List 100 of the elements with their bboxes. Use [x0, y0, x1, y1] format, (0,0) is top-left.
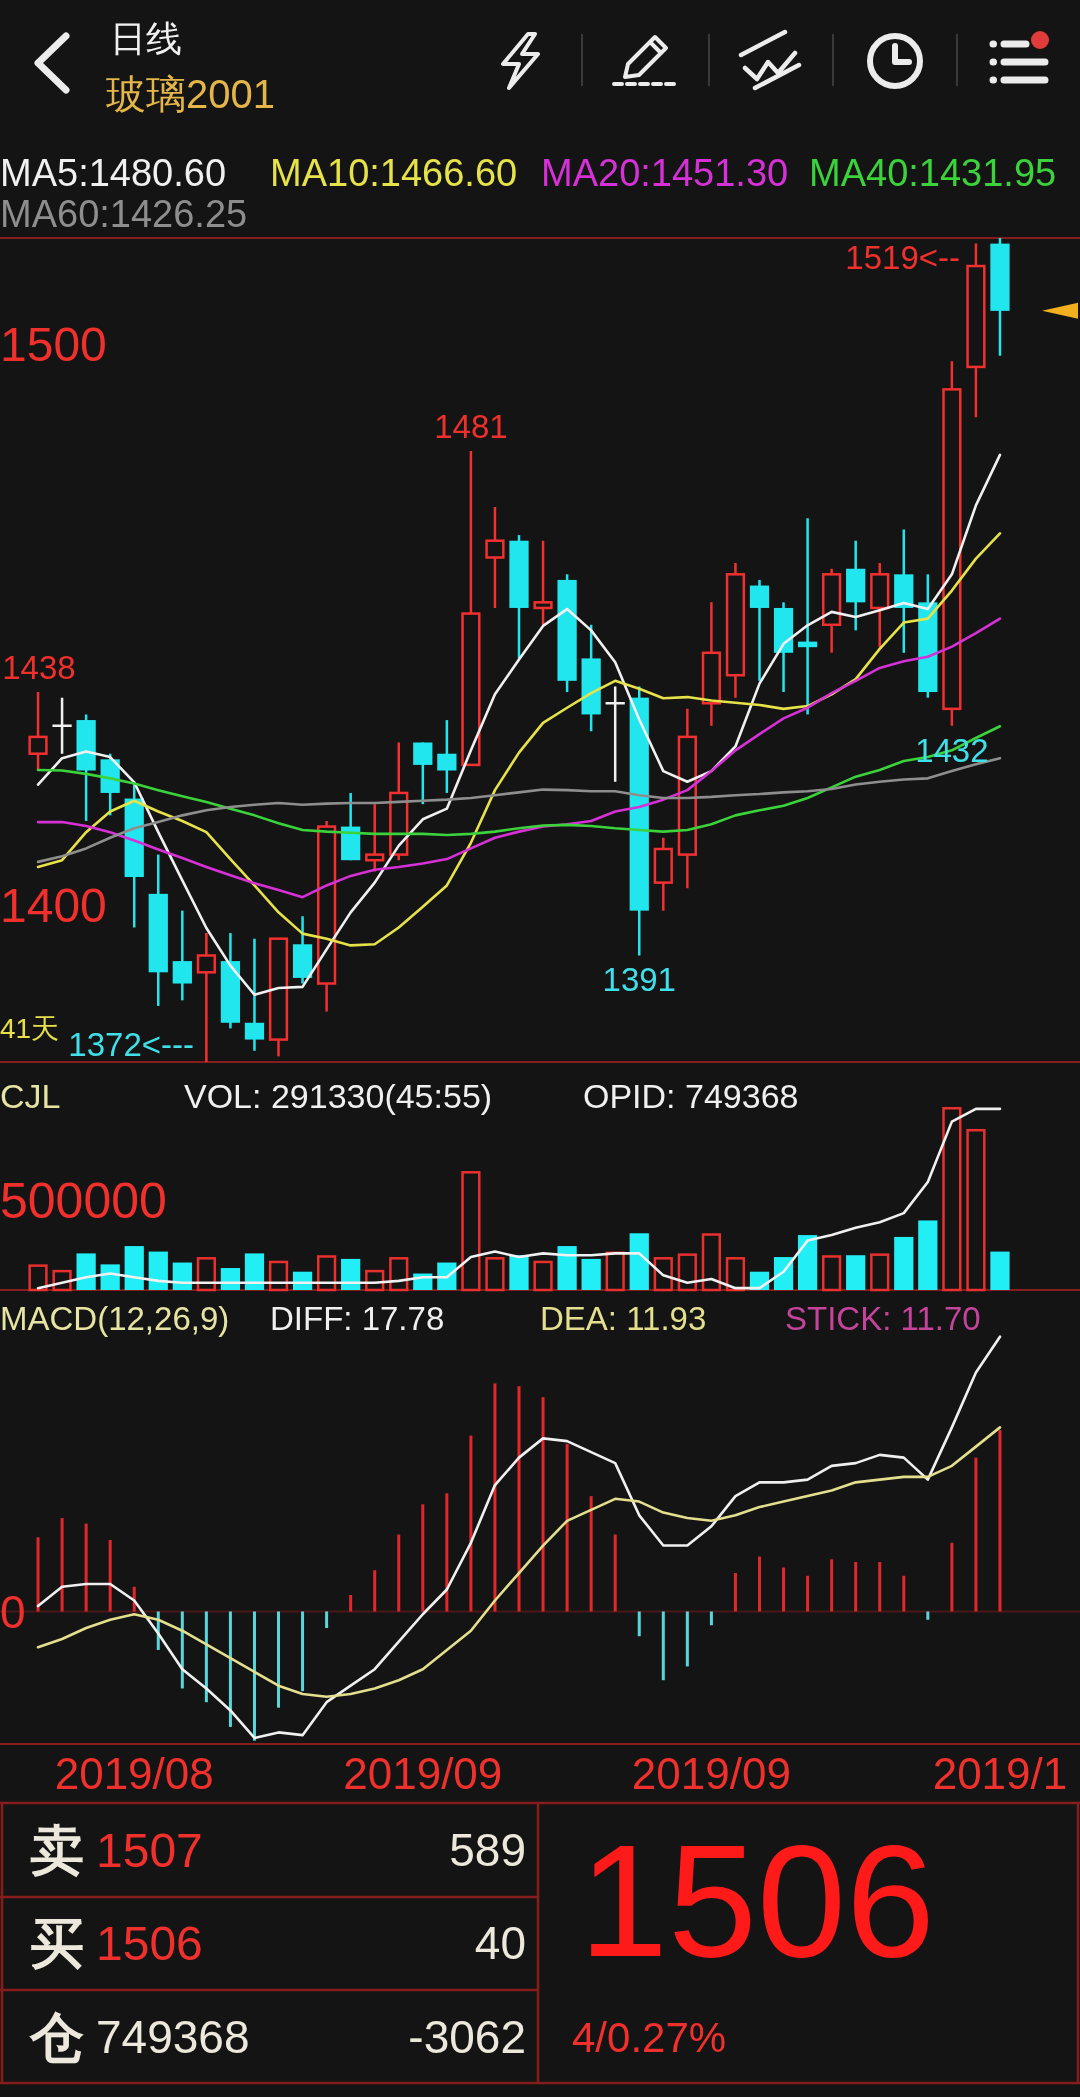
- candlestick: [28, 690, 48, 772]
- bar: [950, 1542, 954, 1612]
- bar: [196, 1257, 216, 1292]
- chart-subtitle: 玻璃2001: [106, 72, 275, 116]
- bar: [124, 1246, 144, 1290]
- bar: [509, 1255, 529, 1290]
- annotation: 1438: [2, 649, 76, 687]
- bar: [60, 1518, 64, 1612]
- bar: [846, 1255, 866, 1290]
- bar: [677, 1253, 697, 1292]
- bar: [701, 1233, 722, 1292]
- bar: [252, 1611, 256, 1741]
- candlestick: [413, 741, 433, 806]
- text: MA5:1480.60: [0, 152, 227, 194]
- bar: [565, 1443, 569, 1612]
- candlestick: [870, 561, 890, 649]
- candlestick: [966, 242, 986, 419]
- bar: [581, 1258, 601, 1290]
- candlestick: [749, 578, 770, 683]
- text: -3062: [408, 2011, 526, 2063]
- candlestick: [196, 931, 216, 1064]
- candlestick: [822, 567, 842, 655]
- bar: [228, 1611, 232, 1727]
- chart-subtitle: VOL: 291330(45:55): [184, 1077, 493, 1115]
- bar: [108, 1540, 112, 1612]
- text: 买: [30, 1913, 84, 1973]
- bar: [966, 1128, 986, 1292]
- candlestick: [51, 696, 73, 755]
- text: 1507: [96, 1823, 203, 1877]
- bar: [725, 1257, 746, 1292]
- bar: [589, 1496, 593, 1612]
- bar: [493, 1383, 497, 1612]
- bar: [316, 1255, 337, 1292]
- bar: [878, 1562, 882, 1612]
- bar: [445, 1493, 449, 1612]
- bar: [301, 1611, 305, 1692]
- candlestick: [942, 360, 962, 727]
- text: 4/0.27%: [572, 2013, 727, 2061]
- bar: [926, 1611, 930, 1620]
- bar: [661, 1611, 665, 1681]
- bar: [349, 1595, 353, 1612]
- bar: [806, 1575, 810, 1612]
- bar: [830, 1559, 834, 1612]
- bar: [277, 1611, 281, 1708]
- bar: [244, 1253, 265, 1290]
- bar: [76, 1253, 96, 1290]
- bar: [421, 1504, 425, 1612]
- bar: [325, 1611, 329, 1628]
- bar: [397, 1534, 401, 1612]
- bar: [469, 1435, 473, 1612]
- bar: [605, 1251, 625, 1292]
- bar: [204, 1611, 208, 1703]
- bar: [84, 1523, 88, 1612]
- bar: [918, 1220, 938, 1290]
- bar: [629, 1233, 649, 1290]
- bar: [461, 1171, 481, 1292]
- text: 1506: [96, 1916, 203, 1970]
- candlestick: [316, 819, 337, 1013]
- candlestick: [172, 909, 192, 1002]
- chart-title: MACD(12,26,9): [0, 1299, 230, 1337]
- bar: [637, 1611, 641, 1637]
- bar: [28, 1264, 48, 1292]
- bar: [974, 1457, 978, 1612]
- candlestick: [725, 561, 746, 699]
- bar: [485, 1257, 505, 1292]
- annotation: 41天: [0, 1012, 60, 1044]
- bar: [180, 1611, 184, 1689]
- bar: [870, 1253, 890, 1292]
- text: 749368: [96, 2011, 250, 2063]
- bar: [389, 1257, 409, 1292]
- text: 卖: [30, 1820, 84, 1880]
- candlestick: [653, 836, 673, 912]
- x-tick-label: 2019/1: [932, 1748, 1068, 1798]
- text: 0: [0, 1585, 26, 1638]
- candlestick: [677, 707, 697, 890]
- bar: [709, 1611, 713, 1626]
- line-series: [36, 724, 1002, 837]
- bar: [36, 1537, 40, 1612]
- text: STICK: 11.70: [785, 1299, 981, 1337]
- text: DEA: 11.93: [540, 1299, 707, 1337]
- text: 仓: [29, 2007, 84, 2067]
- text: 1506: [579, 1810, 935, 1990]
- bar: [541, 1397, 545, 1612]
- bar: [148, 1251, 168, 1290]
- text: 40: [474, 1917, 526, 1969]
- bar: [685, 1611, 689, 1667]
- bar: [533, 1260, 553, 1292]
- text: MA60:1426.25: [0, 193, 248, 235]
- bar: [990, 1251, 1010, 1290]
- bar: [613, 1534, 617, 1612]
- bar: [822, 1255, 842, 1292]
- bar: [517, 1386, 521, 1612]
- text: MA10:1466.60: [270, 152, 518, 194]
- annotation: 1372<---: [68, 1025, 194, 1063]
- x-tick-label: 2019/09: [631, 1748, 791, 1798]
- annotation: 1481: [434, 408, 508, 446]
- bar: [894, 1236, 914, 1290]
- candlestick: [461, 449, 481, 767]
- text: 589: [449, 1824, 526, 1876]
- candlestick: [701, 601, 722, 727]
